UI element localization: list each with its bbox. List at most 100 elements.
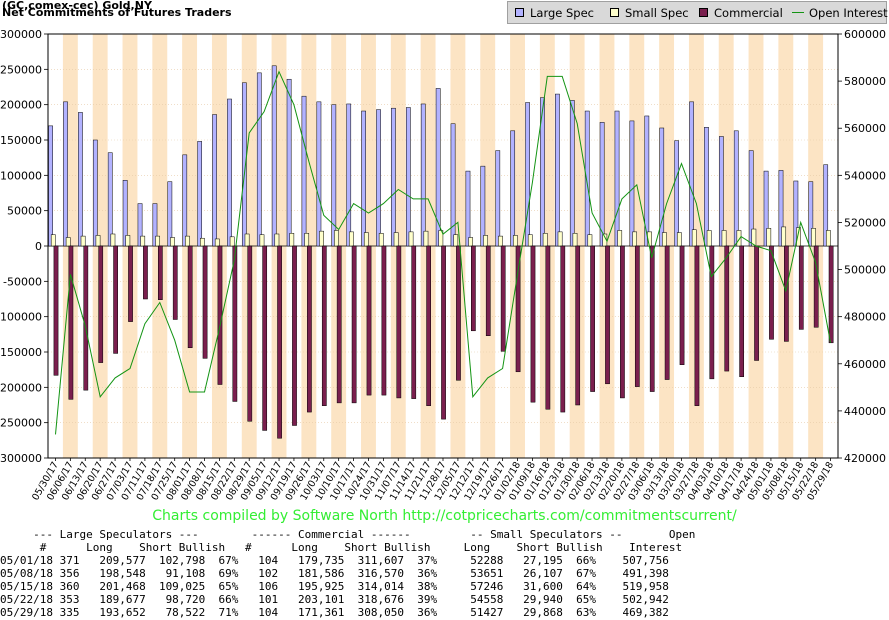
left-tick-label: -150000	[0, 346, 42, 359]
bar-small-spec	[721, 230, 727, 247]
bar-large-spec	[420, 103, 426, 247]
bar-large-spec	[674, 140, 679, 247]
bar-small-spec	[110, 233, 116, 247]
bar-large-spec	[510, 130, 516, 247]
left-tick-label: 0	[35, 240, 42, 253]
bar-large-spec	[659, 127, 665, 247]
bar-commercial	[709, 245, 715, 380]
bar-large-spec	[644, 115, 650, 247]
legend-swatch-open-interest	[792, 12, 804, 13]
bar-small-spec	[453, 234, 459, 247]
bar-commercial	[784, 245, 789, 342]
bar-commercial	[68, 245, 74, 400]
legend-label-open-interest: Open Interest	[809, 6, 888, 20]
bar-small-spec	[811, 228, 816, 247]
bar-small-spec	[304, 233, 310, 247]
bar-small-spec	[363, 232, 369, 247]
bar-commercial	[292, 245, 297, 426]
right-tick-label: 460000	[844, 358, 886, 371]
bar-large-spec	[435, 88, 441, 247]
bar-small-spec	[527, 234, 533, 247]
bar-commercial	[679, 245, 685, 365]
bar-commercial	[381, 245, 387, 396]
right-tick-label: 520000	[844, 216, 886, 229]
right-tick-label: 580000	[844, 75, 886, 88]
bar-small-spec	[393, 232, 399, 247]
bar-commercial	[321, 245, 327, 406]
left-tick-label: -200000	[0, 381, 42, 394]
bar-small-spec	[274, 233, 280, 247]
bar-large-spec	[182, 154, 188, 247]
bar-commercial	[187, 245, 193, 349]
bar-large-spec	[107, 152, 113, 247]
bar-commercial	[485, 245, 491, 336]
bar-small-spec	[155, 235, 160, 247]
bar-small-spec	[408, 231, 414, 247]
bar-small-spec	[632, 231, 637, 247]
legend-item-open-interest: Open Interest	[792, 6, 888, 20]
bar-commercial	[560, 245, 566, 413]
bar-large-spec	[569, 100, 575, 247]
bar-large-spec	[808, 181, 814, 247]
bar-commercial	[262, 245, 268, 431]
bar-small-spec	[319, 230, 324, 247]
bar-large-spec	[733, 130, 739, 247]
bar-commercial	[620, 245, 625, 399]
bar-commercial	[545, 245, 551, 410]
legend-label-large-spec: Large Spec	[530, 6, 595, 20]
legend-item-large-spec: Large Spec	[515, 6, 594, 20]
legend-item-commercial: Commercial	[699, 6, 783, 20]
bar-large-spec	[361, 110, 366, 247]
bar-small-spec	[378, 233, 384, 247]
table-row: 05/22/18 353 189,677 98,720 66% 101 203,…	[0, 593, 669, 606]
table-header-groups: --- Large Speculators --- ------ Commerc…	[0, 528, 696, 541]
bar-large-spec	[465, 170, 471, 247]
bar-small-spec	[676, 232, 682, 247]
bar-small-spec	[617, 230, 623, 247]
bar-small-spec	[214, 238, 220, 247]
bar-small-spec	[95, 235, 101, 247]
bar-small-spec	[751, 228, 757, 247]
bar-small-spec	[781, 226, 787, 247]
bar-large-spec	[78, 112, 83, 247]
bar-small-spec	[542, 233, 548, 247]
bar-commercial	[366, 245, 372, 396]
bar-large-spec	[286, 78, 292, 247]
bar-small-spec	[468, 237, 474, 247]
bar-small-spec	[50, 234, 56, 247]
bar-small-spec	[602, 233, 608, 247]
bar-large-spec	[689, 101, 694, 247]
bar-series	[48, 65, 834, 439]
bar-commercial	[277, 245, 282, 439]
left-tick-label: 250000	[0, 63, 42, 76]
table-row: 05/15/18 360 201,468 109,025 65% 106 195…	[0, 580, 669, 593]
bar-small-spec	[572, 233, 578, 247]
bar-large-spec	[376, 109, 381, 247]
bar-large-spec	[480, 165, 486, 247]
left-tick-label: 300000	[0, 28, 42, 41]
bar-commercial	[724, 245, 730, 372]
bar-commercial	[664, 245, 670, 380]
bar-large-spec	[167, 181, 173, 247]
left-tick-label: -300000	[0, 452, 42, 465]
bar-large-spec	[63, 101, 68, 247]
bar-commercial	[575, 245, 581, 406]
bar-commercial	[739, 245, 745, 377]
bar-small-spec	[736, 230, 742, 247]
bar-commercial	[202, 245, 208, 359]
bar-large-spec	[197, 141, 203, 247]
bar-commercial	[471, 245, 476, 332]
bar-large-spec	[584, 110, 590, 247]
bar-commercial	[813, 245, 819, 328]
right-tick-label: 420000	[844, 452, 886, 465]
bar-small-spec	[498, 235, 503, 247]
open-interest-line	[55, 70, 831, 435]
right-tick-label: 540000	[844, 169, 886, 182]
bar-commercial	[634, 245, 640, 387]
bar-large-spec	[405, 107, 411, 247]
right-tick-label: 440000	[844, 405, 886, 418]
bar-small-spec	[125, 235, 131, 247]
bar-commercial	[515, 245, 521, 373]
bar-large-spec	[242, 82, 247, 247]
bar-commercial	[307, 245, 312, 413]
